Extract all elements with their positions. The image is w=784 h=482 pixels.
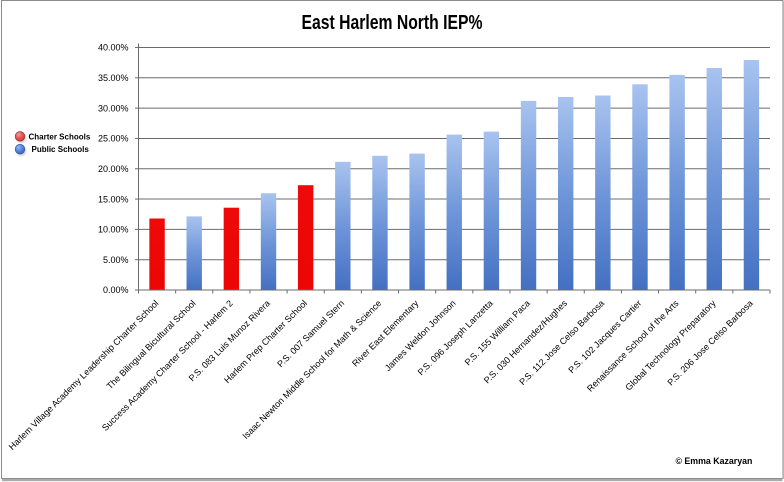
svg-text:40.00%: 40.00% [98, 43, 129, 53]
svg-text:5.00%: 5.00% [103, 255, 129, 265]
svg-text:25.00%: 25.00% [98, 134, 129, 144]
svg-text:10.00%: 10.00% [98, 225, 129, 235]
svg-text:35.00%: 35.00% [98, 73, 129, 83]
svg-text:0.00%: 0.00% [103, 285, 129, 295]
svg-text:Public Schools: Public Schools [32, 145, 90, 154]
svg-text:Charter Schools: Charter Schools [29, 133, 91, 142]
svg-text:30.00%: 30.00% [98, 103, 129, 113]
svg-text:East Harlem North IEP%: East Harlem North IEP% [302, 11, 483, 34]
svg-text:20.00%: 20.00% [98, 164, 129, 174]
svg-text:© Emma Kazaryan: © Emma Kazaryan [676, 456, 753, 466]
svg-text:15.00%: 15.00% [98, 194, 129, 204]
